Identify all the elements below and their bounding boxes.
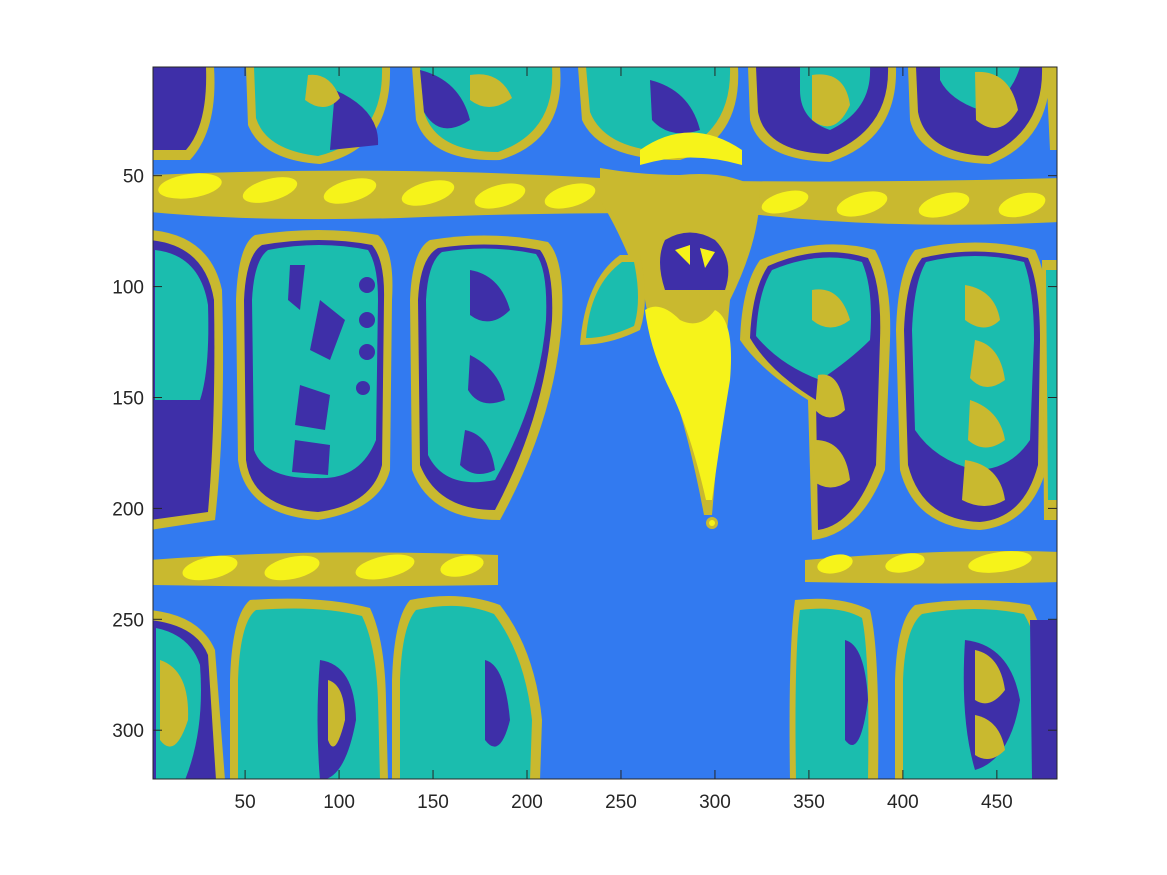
x-axis: 50 100 150 200 250 300 350 400 450 xyxy=(235,67,1013,813)
y-tick-label: 50 xyxy=(123,167,144,188)
x-tick-label: 100 xyxy=(323,792,355,813)
x-tick-label: 300 xyxy=(699,792,731,813)
y-tick-label: 150 xyxy=(112,388,144,409)
x-tick-label: 50 xyxy=(235,792,256,813)
x-tick-label: 450 xyxy=(981,792,1013,813)
segmentation-image xyxy=(153,67,1057,779)
x-tick-label: 350 xyxy=(793,792,825,813)
x-tick-label: 200 xyxy=(511,792,543,813)
bottom-row-lanterns xyxy=(153,596,1057,779)
lower-rope xyxy=(153,551,1057,587)
x-tick-label: 250 xyxy=(605,792,637,813)
y-tick-label: 250 xyxy=(112,610,144,631)
x-tick-label: 400 xyxy=(887,792,919,813)
hanging-figure xyxy=(600,132,760,529)
y-tick-label: 200 xyxy=(112,499,144,520)
x-tick-label: 150 xyxy=(417,792,449,813)
y-tick-label: 100 xyxy=(112,278,144,299)
y-axis: 50 100 150 200 250 300 xyxy=(112,167,1057,742)
y-tick-label: 300 xyxy=(112,721,144,742)
middle-row-lanterns xyxy=(153,230,1057,540)
axes-frame xyxy=(152,66,1058,780)
